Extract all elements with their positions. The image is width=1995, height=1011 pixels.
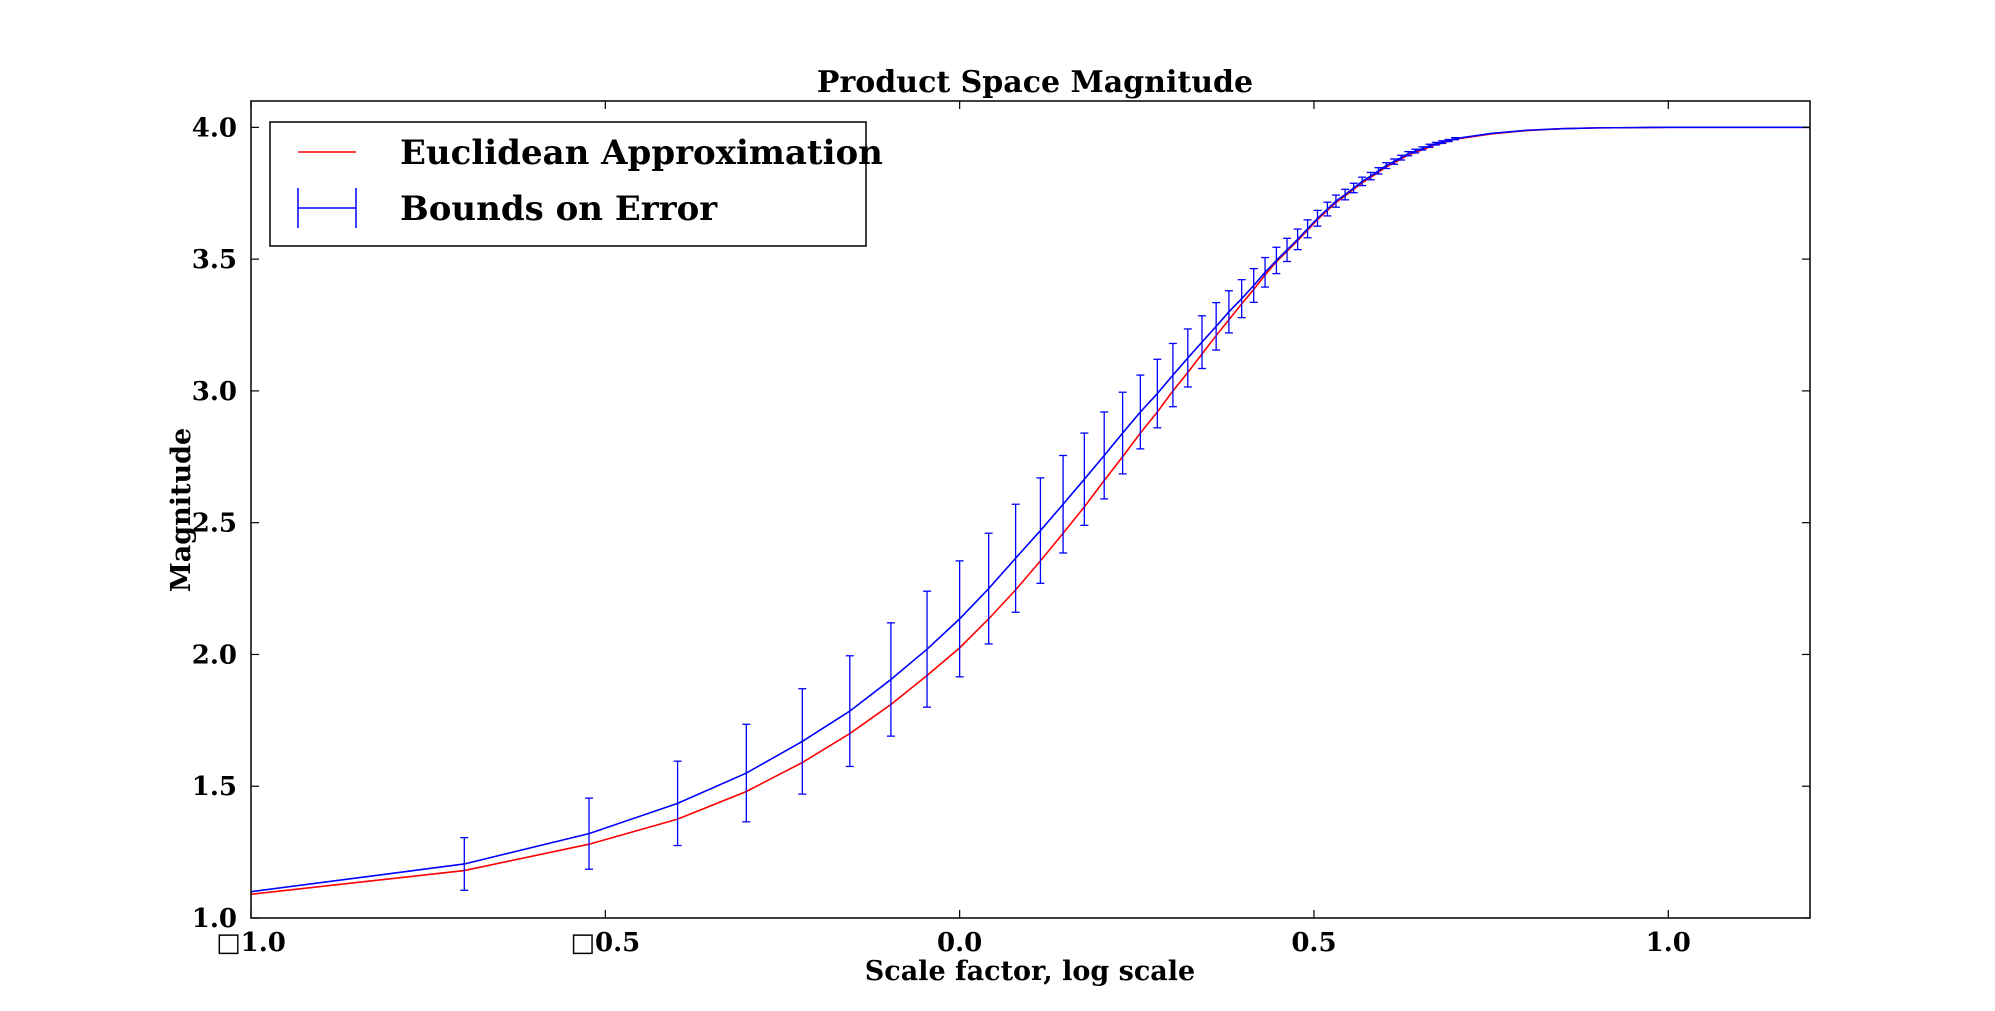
- error-bar: [1374, 167, 1383, 175]
- x-tick-label: 0.0: [937, 928, 982, 958]
- error-bar: [1011, 503, 1020, 613]
- y-tick-label: 2.0: [192, 640, 237, 670]
- error-bar: [1438, 140, 1447, 145]
- x-axis-label: Scale factor, log scale: [865, 956, 1195, 987]
- error-bar: [1261, 256, 1270, 288]
- error-bar: [1237, 279, 1246, 319]
- error-bar: [1080, 432, 1089, 526]
- error-bar: [1382, 162, 1391, 170]
- error-bar: [955, 560, 964, 678]
- error-bar: [1168, 342, 1177, 408]
- chart-title: Product Space Magnitude: [817, 65, 1253, 100]
- error-bar: [1249, 267, 1258, 304]
- ticks-layer: □1.0 □0.5 0.0 0.5 1.0 1.0 1.5 2.0 2.5 3.0 3.5 4.0: [192, 101, 1810, 958]
- error-bar: [1411, 148, 1420, 154]
- error-bar: [1390, 158, 1399, 165]
- error-bar: [1313, 209, 1322, 227]
- error-bar: [1331, 194, 1340, 208]
- error-bar: [673, 760, 682, 847]
- error-bar: [1118, 391, 1127, 475]
- error-bar: [1431, 141, 1440, 146]
- error-bar: [886, 622, 895, 737]
- error-bar: [1358, 176, 1367, 187]
- error-bar: [1183, 328, 1192, 388]
- error-bar: [1100, 411, 1109, 500]
- error-bar: [460, 836, 469, 891]
- error-bar: [1283, 237, 1292, 263]
- error-bar: [1341, 188, 1350, 201]
- legend: Euclidean Approximation Bounds on Error: [269, 121, 883, 247]
- error-bar: [1418, 146, 1427, 151]
- x-tick-label: 1.0: [1646, 928, 1691, 958]
- error-bar: [845, 655, 854, 768]
- legend-box: [269, 121, 867, 247]
- error-bar: [742, 723, 751, 823]
- y-tick-label: 3.5: [192, 245, 237, 275]
- error-bar: [585, 797, 594, 870]
- plot-frame: [250, 100, 1811, 919]
- x-tick-label: 0.5: [1291, 928, 1336, 958]
- error-bar: [1404, 150, 1413, 157]
- x-tick-label: □1.0: [216, 928, 286, 958]
- y-tick-label: 1.0: [192, 904, 237, 934]
- error-bar: [1224, 290, 1233, 334]
- error-bar: [1293, 228, 1302, 251]
- error-bar: [1397, 154, 1406, 161]
- error-bar: [1450, 136, 1459, 141]
- error-bar: [923, 590, 932, 708]
- error-bar: [1323, 201, 1332, 217]
- series-bounds: [251, 126, 1810, 893]
- error-bar: [1349, 182, 1358, 194]
- error-bar: [1153, 358, 1162, 429]
- error-bar: [1272, 246, 1281, 275]
- error-bar: [1212, 301, 1221, 351]
- legend-swatch-bounds: [297, 188, 357, 228]
- error-bar: [1303, 219, 1312, 239]
- legend-label-bounds: Bounds on Error: [400, 189, 718, 229]
- y-tick-label: 3.0: [192, 377, 237, 407]
- series-layer: [251, 126, 1810, 896]
- y-tick-label: 2.5: [192, 509, 237, 539]
- y-tick-label: 1.5: [192, 772, 237, 802]
- legend-label-euclidean: Euclidean Approximation: [400, 133, 883, 173]
- error-bar: [1136, 374, 1145, 450]
- y-axis-label: Magnitude: [166, 428, 197, 592]
- error-bar: [1036, 477, 1045, 584]
- error-bar: [1197, 315, 1206, 370]
- x-tick-label: □0.5: [570, 928, 640, 958]
- error-bar: [1366, 171, 1375, 181]
- error-bar: [798, 688, 807, 795]
- error-bar: [984, 532, 993, 645]
- y-tick-label: 4.0: [192, 113, 237, 143]
- error-bar: [1425, 143, 1434, 149]
- error-bar: [1059, 454, 1068, 554]
